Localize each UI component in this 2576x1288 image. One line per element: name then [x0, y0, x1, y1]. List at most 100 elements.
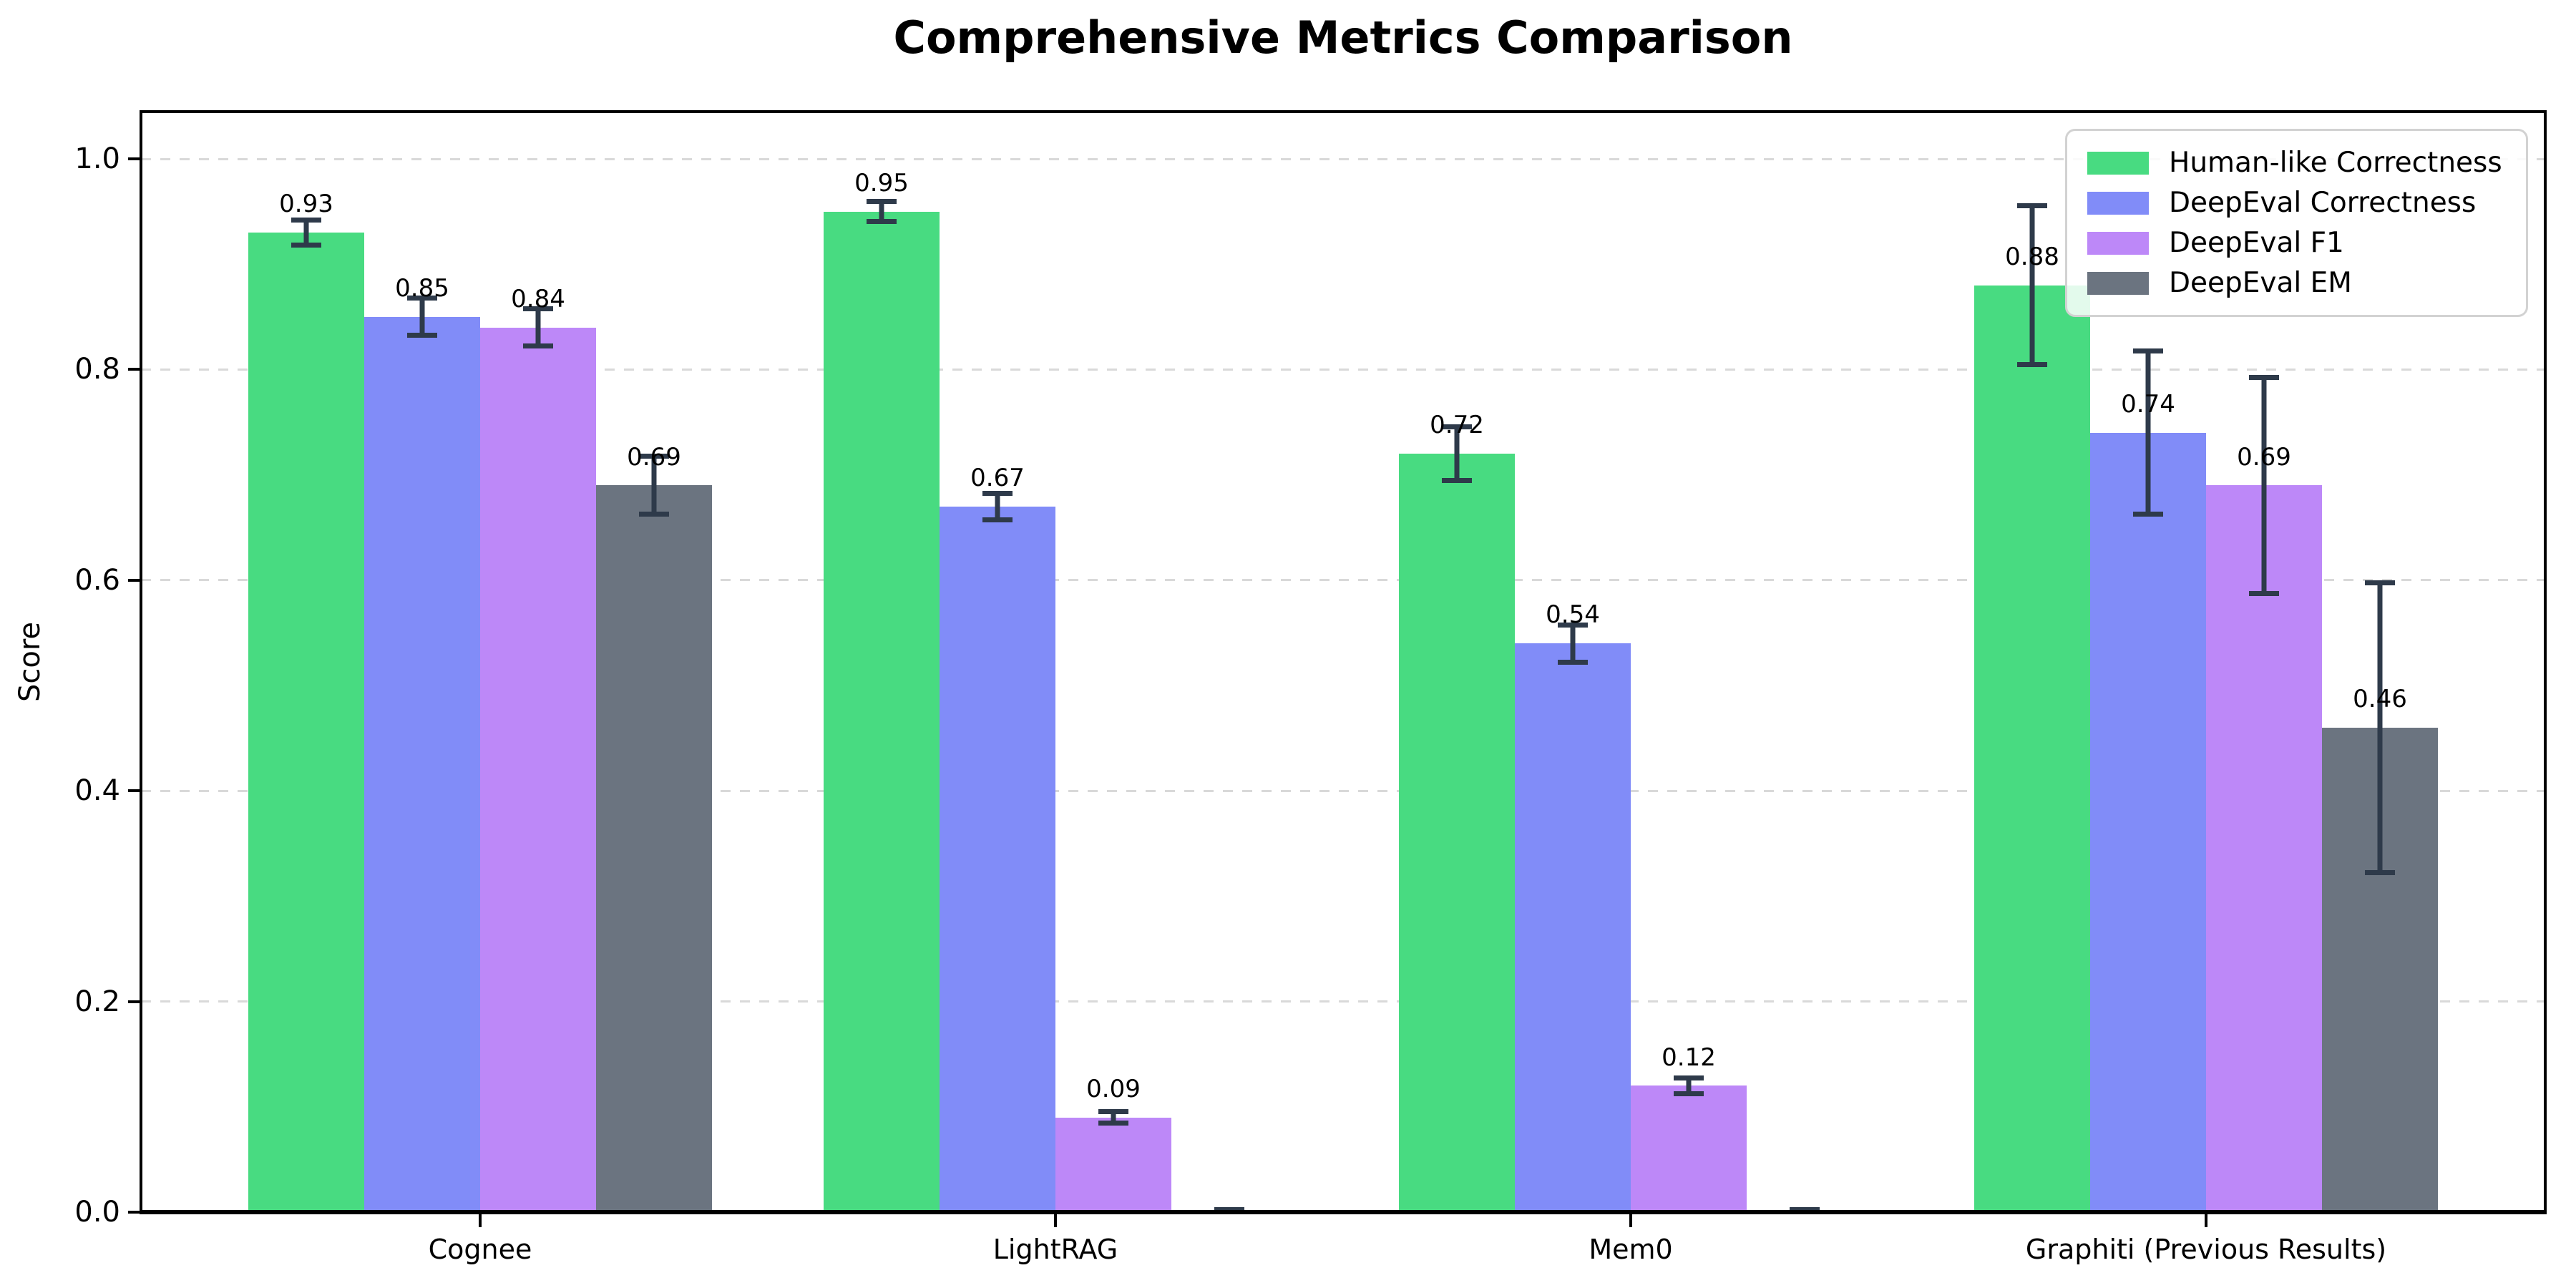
- error-bar-line: [2145, 348, 2151, 517]
- legend: Human-like Correctness DeepEval Correctne…: [2065, 129, 2528, 317]
- error-bar-cap-top: [1558, 622, 1588, 628]
- y-tick-mark: [128, 1000, 141, 1003]
- bar-value-label: 0.69: [627, 442, 681, 472]
- bar-value-label: 0.72: [1430, 411, 1484, 440]
- legend-item-label: Human-like Correctness: [2169, 147, 2502, 179]
- x-tick-label: Cognee: [428, 1234, 532, 1265]
- bar-value-label: 0.12: [1662, 1043, 1716, 1072]
- bar: [824, 211, 940, 1212]
- error-bar-cap-top: [2365, 580, 2395, 585]
- chart-title: Comprehensive Metrics Comparison: [893, 11, 1793, 64]
- error-bar: [2365, 580, 2395, 875]
- error-bar-line: [535, 306, 541, 348]
- x-tick-mark: [1054, 1214, 1057, 1227]
- y-tick-label: 0.0: [74, 1196, 120, 1229]
- gridline: [141, 1000, 2545, 1003]
- bar: [2206, 485, 2322, 1212]
- error-bar-line: [995, 490, 1000, 522]
- bar: [1515, 643, 1631, 1212]
- error-bar-cap-bottom: [291, 242, 321, 248]
- error-bar-cap-bottom: [523, 343, 553, 348]
- plot-border-left: [140, 110, 142, 1214]
- error-bar-cap-top: [2249, 374, 2279, 380]
- error-bar-line: [2261, 374, 2267, 596]
- error-bar-line: [2029, 203, 2035, 368]
- y-tick-mark: [128, 789, 141, 793]
- legend-item-label: DeepEval Correctness: [2169, 187, 2477, 219]
- bar-value-label: 0.85: [395, 274, 449, 303]
- x-tick-label: LightRAG: [992, 1234, 1118, 1265]
- x-tick-mark: [2205, 1214, 2207, 1227]
- error-bar-line: [1111, 1108, 1116, 1126]
- bar: [940, 506, 1055, 1212]
- y-tick-label: 0.8: [74, 353, 120, 386]
- bar-value-label: 0.84: [511, 284, 565, 313]
- error-bar: [523, 306, 553, 348]
- x-tick-mark: [1629, 1214, 1632, 1227]
- error-bar-line: [419, 296, 425, 338]
- bar: [480, 327, 596, 1212]
- y-tick-mark: [128, 368, 141, 371]
- error-bar-cap-bottom: [2365, 869, 2395, 875]
- x-axis-baseline: [140, 1210, 2547, 1214]
- gridline: [141, 789, 2545, 792]
- error-bar-line: [879, 198, 884, 225]
- y-tick-label: 1.0: [74, 142, 120, 175]
- bar-value-label: 0.74: [2121, 389, 2175, 419]
- error-bar-cap-bottom: [1098, 1121, 1128, 1126]
- legend-item: DeepEval F1: [2087, 227, 2506, 259]
- error-bar-cap-top: [639, 454, 669, 459]
- error-bar-line: [1570, 622, 1576, 665]
- bar: [596, 485, 712, 1212]
- legend-item-label: DeepEval F1: [2169, 227, 2344, 259]
- error-bar: [291, 218, 321, 248]
- error-bar-cap-top: [1674, 1075, 1704, 1080]
- plot-border-right: [2544, 110, 2547, 1214]
- x-tick-mark: [479, 1214, 482, 1227]
- error-bar-cap-top: [867, 198, 897, 204]
- error-bar-line: [2377, 580, 2383, 875]
- legend-item: DeepEval EM: [2087, 267, 2506, 299]
- bar-value-label: 0.95: [854, 168, 909, 197]
- bar: [248, 233, 364, 1212]
- legend-item: Human-like Correctness: [2087, 147, 2506, 179]
- error-bar: [982, 490, 1013, 522]
- error-bar-cap-bottom: [1214, 1206, 1244, 1212]
- y-tick-mark: [128, 1211, 141, 1214]
- error-bar: [1098, 1108, 1128, 1126]
- error-bar-cap-top: [2133, 348, 2163, 353]
- legend-swatch-icon: [2087, 231, 2149, 255]
- bar-value-label: 0.67: [970, 464, 1025, 493]
- error-bar: [1442, 424, 1472, 484]
- bar-value-label: 0.93: [279, 190, 333, 219]
- bar: [1055, 1117, 1171, 1212]
- error-bar: [2133, 348, 2163, 517]
- error-bar-cap-bottom: [2249, 590, 2279, 596]
- error-bar-cap-top: [523, 306, 553, 312]
- y-tick-mark: [128, 578, 141, 582]
- error-bar-cap-bottom: [2133, 512, 2163, 517]
- error-bar-line: [651, 454, 657, 517]
- plot-border-top: [140, 110, 2547, 113]
- error-bar-cap-bottom: [1674, 1091, 1704, 1097]
- bar: [1974, 285, 2090, 1212]
- error-bar-cap-top: [2017, 203, 2047, 208]
- error-bar-cap-bottom: [639, 512, 669, 517]
- error-bar-cap-bottom: [407, 333, 437, 338]
- bar-value-label: 0.69: [2237, 442, 2291, 472]
- bar: [1631, 1085, 1747, 1212]
- y-tick-mark: [128, 157, 141, 160]
- legend-item: DeepEval Correctness: [2087, 187, 2506, 219]
- legend-swatch-icon: [2087, 151, 2149, 175]
- x-tick-label: Graphiti (Previous Results): [2025, 1234, 2387, 1265]
- error-bar-cap-top: [407, 296, 437, 301]
- bar-value-label: 0.46: [2353, 685, 2407, 714]
- error-bar: [867, 198, 897, 225]
- bar-value-label: 0.09: [1086, 1074, 1141, 1103]
- error-bar-cap-top: [291, 218, 321, 223]
- error-bar: [407, 296, 437, 338]
- legend-swatch-icon: [2087, 271, 2149, 295]
- gridline: [141, 157, 2545, 160]
- bar: [364, 316, 480, 1212]
